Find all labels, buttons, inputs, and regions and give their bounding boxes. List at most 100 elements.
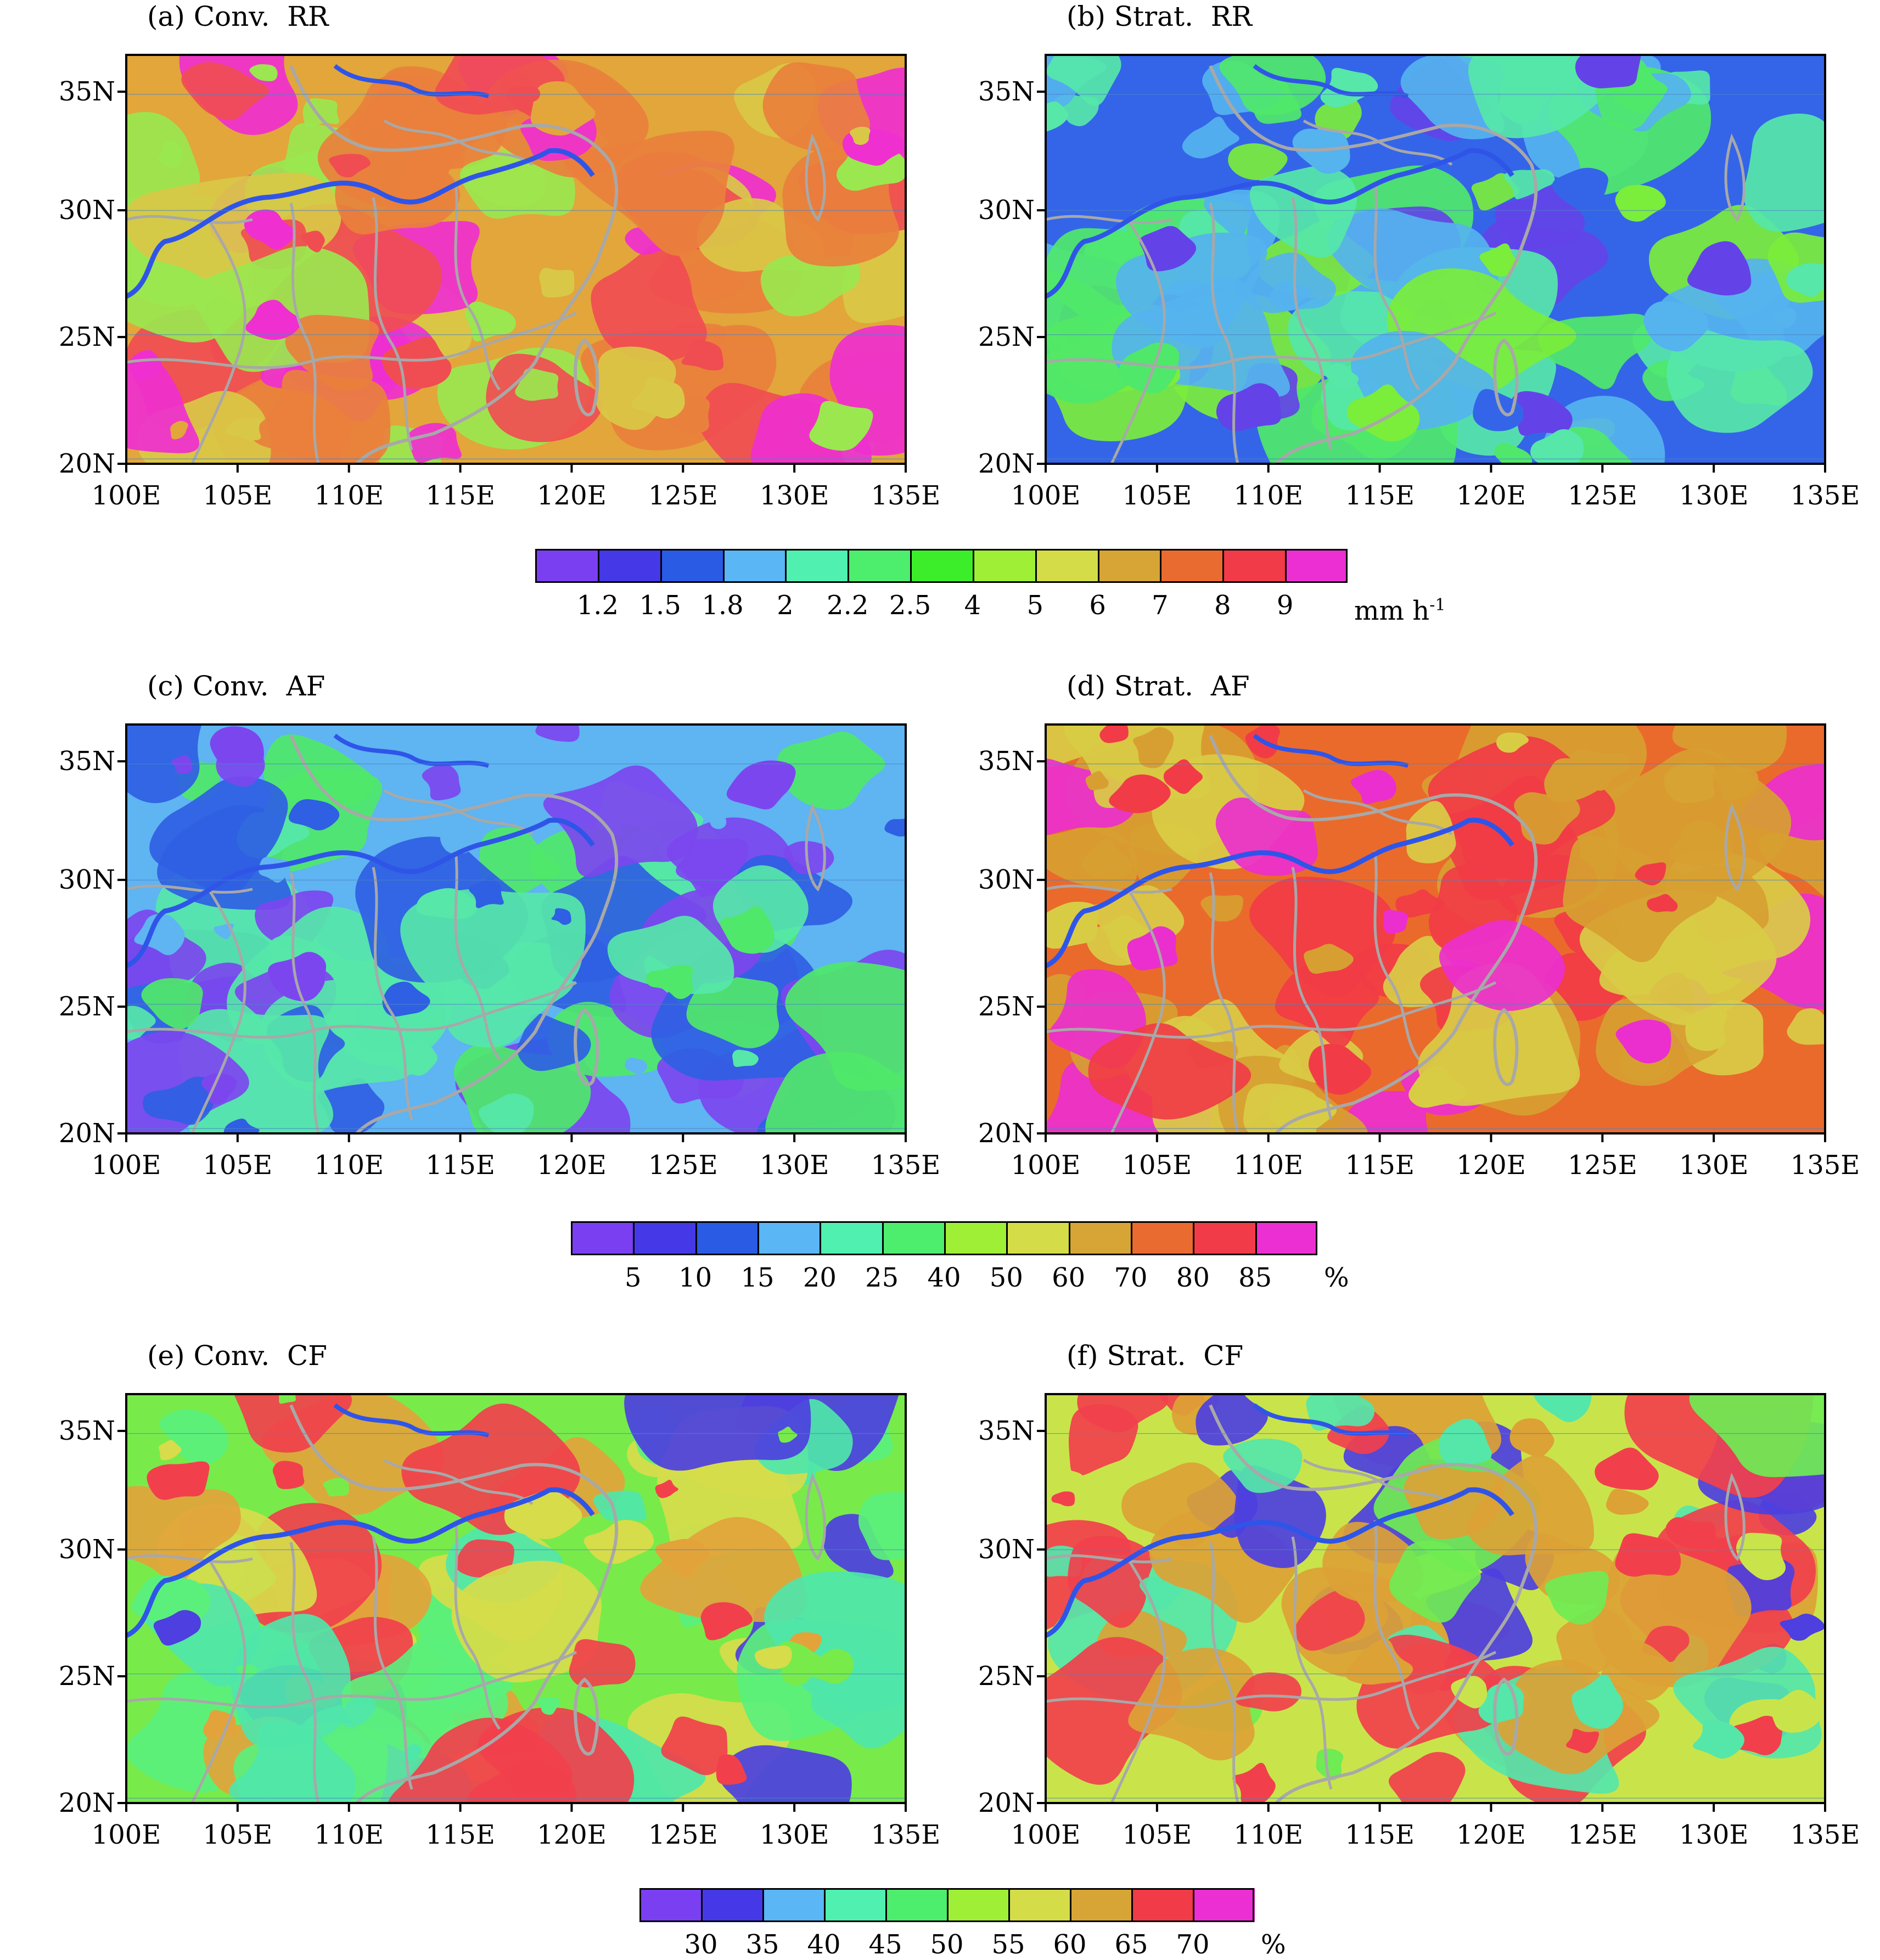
panel-title: (b) Strat. RR xyxy=(1067,1,1253,32)
colorbar-swatch xyxy=(1131,1221,1193,1255)
colorbar-tick-label: 65 xyxy=(1114,1929,1148,1960)
colorbar-tick-label: 85 xyxy=(1238,1262,1272,1293)
lat-tick-label: 25N xyxy=(59,322,115,352)
colorbar-swatch xyxy=(1160,549,1223,583)
colorbar-swatch xyxy=(762,1888,824,1922)
lon-tick-label: 120E xyxy=(537,480,607,511)
colorbar-swatch xyxy=(1255,1221,1318,1255)
colorbar-frame xyxy=(535,549,1348,583)
colorbar-unit: mm h-1 xyxy=(1354,596,1446,626)
lat-tick-label: 30N xyxy=(978,864,1035,895)
lon-tick-label: 110E xyxy=(314,1819,384,1850)
lon-tick-label: 110E xyxy=(314,1150,384,1181)
colorbar-tick-label: 15 xyxy=(740,1262,775,1293)
colorbar-tick-label: 9 xyxy=(1276,590,1294,621)
plot-frame xyxy=(125,1393,907,1804)
lon-tick-label: 130E xyxy=(760,1150,829,1181)
lon-tick-label: 110E xyxy=(314,480,384,511)
colorbar-tick-label: 60 xyxy=(1053,1929,1087,1960)
lon-tick-label: 135E xyxy=(871,1150,941,1181)
colorbar-tick-label: 60 xyxy=(1052,1262,1086,1293)
colorbar-unit-exponent: -1 xyxy=(1429,596,1446,615)
lon-tick-label: 105E xyxy=(1123,480,1192,511)
lon-tick-label: 105E xyxy=(203,480,273,511)
colorbar-area-fraction: 5 10 15 20 25 40 50 60 70 80 85% xyxy=(571,1221,1427,1298)
colorbar-swatch xyxy=(885,1888,947,1922)
plot-frame xyxy=(1045,723,1826,1135)
lat-tick-label: 25N xyxy=(978,991,1035,1022)
panel-c: (c) Conv. AF 35N 30N 25N 20N 100E 105E 110E 115… xyxy=(55,671,966,1224)
colorbar-swatch xyxy=(660,549,723,583)
colorbar-swatch xyxy=(1222,549,1286,583)
plot-frame xyxy=(125,723,907,1135)
colorbar-swatches xyxy=(639,1888,1255,1922)
field-shading xyxy=(126,1394,906,1803)
lon-tick-label: 130E xyxy=(1679,1819,1749,1850)
colorbar-swatch xyxy=(947,1888,1009,1922)
lon-tick-label: 120E xyxy=(537,1150,607,1181)
colorbar-tick-label: 1.8 xyxy=(702,590,744,621)
colorbar-swatch xyxy=(1131,1888,1193,1922)
panel-title: (e) Conv. CF xyxy=(147,1340,328,1372)
lon-tick-label: 110E xyxy=(1233,1150,1303,1181)
lon-tick-label: 125E xyxy=(648,480,718,511)
lon-tick-label: 120E xyxy=(537,1819,607,1850)
lon-tick-label: 115E xyxy=(1345,1150,1415,1181)
colorbar-tick-label: 7 xyxy=(1152,590,1169,621)
lon-tick-label: 115E xyxy=(425,1150,495,1181)
field-shading xyxy=(1046,1394,1825,1803)
colorbar-swatch xyxy=(910,549,973,583)
lon-tick-label: 135E xyxy=(871,480,941,511)
panel-title: (c) Conv. AF xyxy=(147,670,326,702)
colorbar-tick-label: 2.5 xyxy=(889,590,931,621)
colorbar-swatch xyxy=(1193,1888,1255,1922)
lon-tick-label: 125E xyxy=(1568,1150,1637,1181)
colorbar-tick-label: 6 xyxy=(1089,590,1106,621)
colorbar-tick-label: 50 xyxy=(930,1929,964,1960)
lat-tick-label: 25N xyxy=(978,1661,1035,1692)
colorbar-tick-label: 1.2 xyxy=(576,590,619,621)
colorbar-tick-label: 35 xyxy=(745,1929,779,1960)
field-shading xyxy=(1046,55,1825,464)
lat-tick-label: 35N xyxy=(59,76,115,107)
lat-tick-label: 30N xyxy=(59,864,115,895)
lat-tick-label: 20N xyxy=(978,1788,1035,1818)
colorbar-tick-label: 55 xyxy=(991,1929,1025,1960)
panel-title: (d) Strat. AF xyxy=(1067,670,1250,702)
lon-tick-label: 135E xyxy=(871,1819,941,1850)
lon-tick-label: 115E xyxy=(425,480,495,511)
colorbar-swatch xyxy=(535,549,598,583)
colorbar-swatch xyxy=(1068,1221,1131,1255)
colorbar-tick-label: 4 xyxy=(964,590,981,621)
colorbar-swatch xyxy=(1193,1221,1256,1255)
lon-tick-label: 130E xyxy=(760,480,829,511)
colorbar-swatch xyxy=(820,1221,883,1255)
lat-tick-label: 20N xyxy=(978,448,1035,479)
lon-tick-label: 120E xyxy=(1456,1150,1526,1181)
lon-tick-label: 115E xyxy=(1345,480,1415,511)
panel-a: (a) Conv. RR 35N 30N 25N 20N 100E 105E 110E 115… xyxy=(55,1,966,554)
lon-tick-label: 135E xyxy=(1791,480,1860,511)
colorbar-swatch xyxy=(1008,1888,1070,1922)
colorbar-swatches xyxy=(571,1221,1318,1255)
colorbar-tick-label: 70 xyxy=(1176,1929,1210,1960)
colorbar-swatch xyxy=(1070,1888,1132,1922)
lat-tick-label: 35N xyxy=(59,1416,115,1446)
panel-d: (d) Strat. AF 35N 30N 25N 20N 100E 105E 110E 11… xyxy=(974,671,1880,1224)
field-shading xyxy=(126,55,906,464)
lat-tick-label: 35N xyxy=(59,746,115,777)
panel-f: (f) Strat. CF 35N 30N 25N 20N 100E 105E 110E 11… xyxy=(974,1340,1880,1894)
colorbar-tick-label: 40 xyxy=(807,1929,841,1960)
colorbar-unit: % xyxy=(1261,1929,1286,1960)
lon-tick-label: 105E xyxy=(1123,1150,1192,1181)
lat-tick-label: 35N xyxy=(978,1416,1035,1446)
colorbar-tick-label: 20 xyxy=(802,1262,837,1293)
panel-b: (b) Strat. RR 35N 30N 25N 20N 100E 105E 110E 11… xyxy=(974,1,1880,554)
colorbar-tick-label: 5 xyxy=(625,1262,642,1293)
